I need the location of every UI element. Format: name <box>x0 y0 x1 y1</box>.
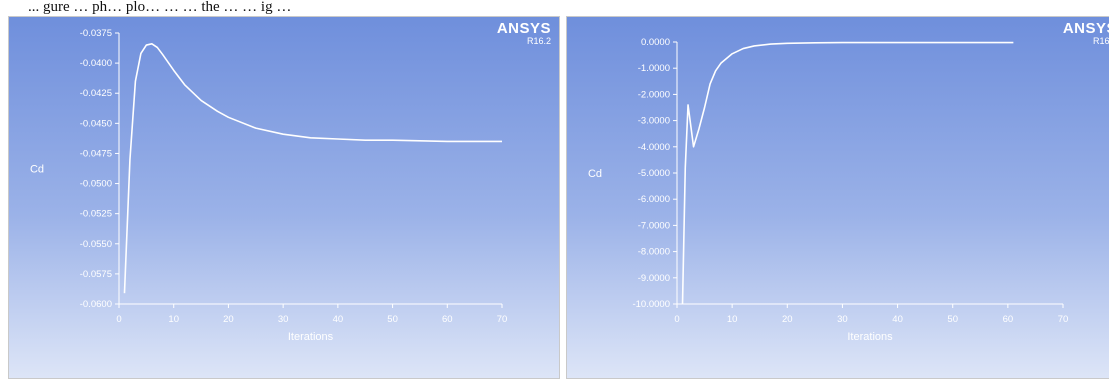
x-tick-label: 0 <box>674 314 679 325</box>
y-tick-label: -0.0525 <box>80 209 112 220</box>
ansys-logo-text: ANSYS <box>1063 20 1109 37</box>
x-axis-label: Iterations <box>288 331 334 343</box>
chart-panel-right: 0.0000 -1.0000 -2.0000 -3.0000 -4.0000 -5.000… <box>566 16 1109 379</box>
ansys-logo-text: ANSYS <box>497 20 551 37</box>
x-axis-label: Iterations <box>847 331 893 343</box>
y-tick-label: -0.0475 <box>80 148 112 159</box>
y-tick-label: -8.0000 <box>638 247 670 258</box>
x-tick-label: 20 <box>223 314 234 325</box>
x-tick-label: 50 <box>387 314 398 325</box>
y-tick-label: -2.0000 <box>638 89 670 100</box>
ansys-version-text: R16.2 <box>527 36 551 46</box>
y-tick-label: -3.0000 <box>638 116 670 127</box>
x-tick-label: 30 <box>837 314 848 325</box>
y-tick-label: -7.0000 <box>638 220 670 231</box>
x-tick-label: 40 <box>333 314 344 325</box>
y-tick-label: -10.0000 <box>632 299 670 310</box>
ansys-version-text: R16.2 <box>1093 36 1109 46</box>
series-line <box>681 41 1014 305</box>
y-tick-label: -0.0400 <box>80 58 112 69</box>
y-tick-label: -0.0550 <box>80 239 112 250</box>
y-tick-label: -0.0375 <box>80 28 112 39</box>
x-tick-label: 10 <box>727 314 738 325</box>
chart-panel-left: -0.0375 -0.0400 -0.0425 -0.0450 -0.0475 -0.05… <box>8 16 560 379</box>
x-tick-label: 40 <box>892 314 903 325</box>
x-tick-label: 10 <box>168 314 179 325</box>
x-tick-label: 60 <box>442 314 453 325</box>
chart-left: -0.0375 -0.0400 -0.0425 -0.0450 -0.0475 -0.05… <box>30 20 551 343</box>
chart-right: 0.0000 -1.0000 -2.0000 -3.0000 -4.0000 -5.000… <box>588 20 1109 343</box>
y-axis-label: Cd <box>588 168 602 180</box>
y-tick-label: -0.0425 <box>80 88 112 99</box>
x-tick-label: 70 <box>1058 314 1069 325</box>
x-tick-label: 30 <box>278 314 289 325</box>
y-tick-label: -5.0000 <box>638 168 670 179</box>
figure-caption: ... gure … ph… plo… … … the … … ig … <box>28 0 292 15</box>
y-tick-label: -0.0450 <box>80 118 112 129</box>
y-tick-label: 0.0000 <box>641 37 670 48</box>
y-tick-label: -6.0000 <box>638 194 670 205</box>
x-tick-label: 60 <box>1003 314 1014 325</box>
x-tick-label: 0 <box>116 314 121 325</box>
x-tick-label: 20 <box>782 314 793 325</box>
x-tick-label: 70 <box>497 314 508 325</box>
y-tick-label: -4.0000 <box>638 142 670 153</box>
series-line <box>123 43 502 294</box>
y-tick-label: -1.0000 <box>638 63 670 74</box>
y-tick-label: -9.0000 <box>638 273 670 284</box>
y-tick-label: -0.0575 <box>80 269 112 280</box>
x-tick-label: 50 <box>947 314 958 325</box>
y-tick-label: -0.0600 <box>80 299 112 310</box>
y-tick-label: -0.0500 <box>80 179 112 190</box>
y-axis-label: Cd <box>30 164 44 176</box>
